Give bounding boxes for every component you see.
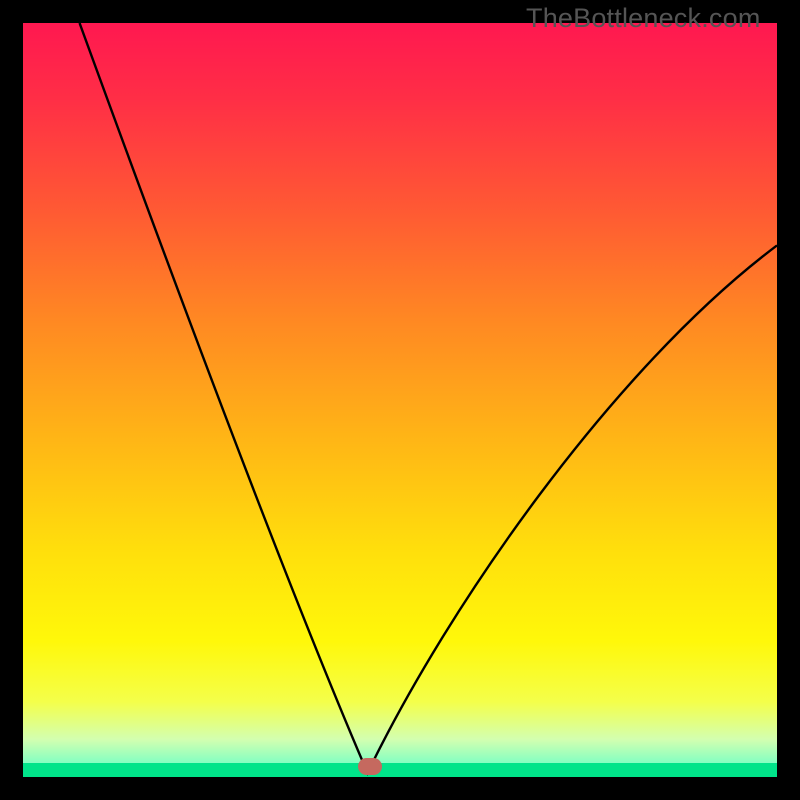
plot-area [23, 23, 777, 777]
watermark-text: TheBottleneck.com [526, 3, 761, 34]
minimum-marker [358, 758, 382, 775]
bottleneck-curve [23, 23, 777, 777]
v-curve-path [80, 23, 777, 773]
